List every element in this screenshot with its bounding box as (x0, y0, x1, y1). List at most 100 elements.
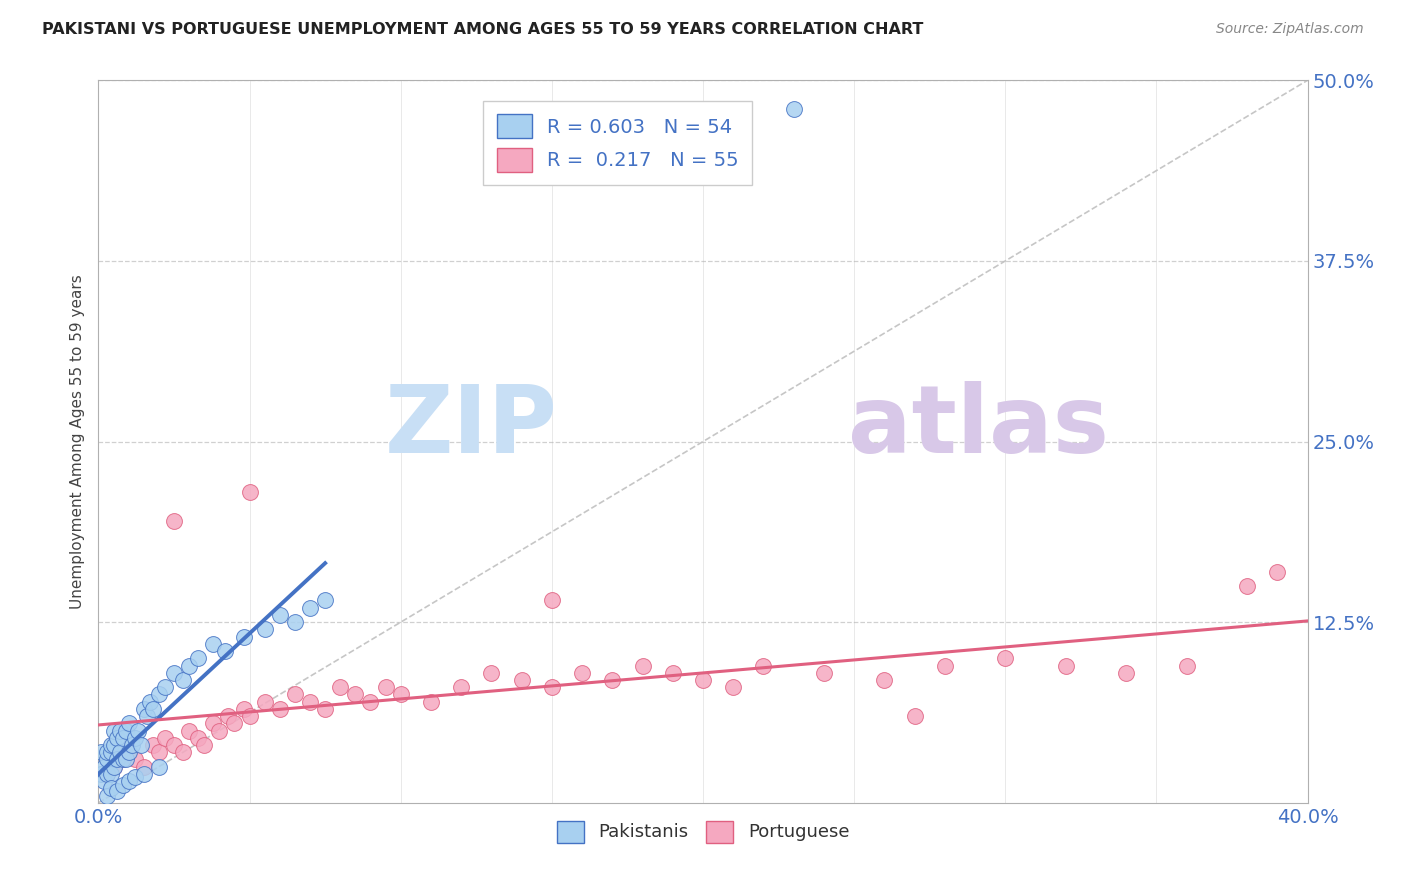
Point (153, 680, 176, 694)
Point (103, 723, 125, 738)
Point (100, 781, 122, 796)
Point (114, 752, 136, 766)
Point (1267, 565, 1289, 579)
Point (148, 760, 170, 774)
Point (602, 673, 624, 687)
Point (420, 695, 443, 709)
Point (723, 680, 745, 694)
Point (540, 593, 562, 607)
Point (752, 658, 775, 673)
Point (783, 102, 806, 116)
Point (540, 680, 562, 694)
Text: atlas: atlas (848, 381, 1109, 473)
Point (217, 709, 239, 723)
Text: Source: ZipAtlas.com: Source: ZipAtlas.com (1216, 22, 1364, 37)
Point (105, 784, 128, 798)
Point (253, 623, 276, 637)
Point (163, 738, 186, 752)
Point (103, 738, 125, 752)
Point (269, 702, 291, 716)
Point (142, 738, 165, 752)
Point (172, 745, 194, 759)
Text: ZIP: ZIP (385, 381, 558, 473)
Point (124, 731, 146, 745)
Point (132, 767, 155, 781)
Point (202, 716, 225, 731)
Point (111, 779, 134, 793)
Point (994, 651, 1017, 665)
Point (100, 738, 122, 752)
Point (481, 665, 503, 680)
Point (121, 738, 143, 752)
Point (118, 745, 141, 759)
Point (873, 673, 896, 687)
Point (344, 687, 367, 701)
Point (813, 665, 835, 680)
Point (450, 680, 472, 694)
Point (284, 615, 307, 630)
Point (374, 680, 396, 694)
Point (360, 695, 382, 709)
Point (139, 695, 162, 709)
Point (1054, 658, 1077, 673)
Point (90, 767, 112, 781)
Point (299, 600, 322, 615)
Point (96, 752, 118, 766)
Point (118, 745, 141, 759)
Point (96, 767, 118, 781)
Point (239, 709, 262, 723)
Point (148, 687, 170, 701)
Point (571, 665, 593, 680)
Point (111, 752, 134, 766)
Point (96, 789, 118, 803)
Point (187, 731, 209, 745)
Point (114, 723, 136, 738)
Point (124, 770, 146, 784)
Point (90, 745, 112, 759)
Point (103, 760, 125, 774)
Point (124, 752, 146, 766)
Point (179, 658, 201, 673)
Point (934, 658, 956, 673)
Point (96, 745, 118, 759)
Point (163, 514, 186, 528)
Point (111, 731, 134, 745)
Point (389, 687, 412, 701)
Point (202, 637, 225, 651)
Point (214, 644, 236, 658)
Point (314, 593, 336, 607)
Point (129, 738, 152, 752)
Point (269, 607, 291, 622)
Y-axis label: Unemployment Among Ages 55 to 59 years: Unemployment Among Ages 55 to 59 years (69, 274, 84, 609)
Text: PAKISTANI VS PORTUGUESE UNEMPLOYMENT AMONG AGES 55 TO 59 YEARS CORRELATION CHART: PAKISTANI VS PORTUGUESE UNEMPLOYMENT AMO… (42, 22, 924, 37)
Point (148, 745, 170, 759)
Point (253, 695, 276, 709)
Point (329, 680, 352, 694)
Point (93, 760, 115, 774)
Point (239, 485, 262, 500)
Point (100, 745, 122, 759)
Point (179, 723, 201, 738)
Point (510, 673, 533, 687)
Point (1115, 665, 1137, 680)
Point (163, 665, 186, 680)
Point (142, 702, 165, 716)
Point (172, 673, 194, 687)
Point (153, 731, 176, 745)
Point (93, 774, 115, 789)
Point (111, 752, 134, 766)
Point (314, 702, 336, 716)
Point (692, 673, 714, 687)
Point (232, 630, 254, 644)
Point (108, 723, 131, 738)
Point (105, 752, 128, 766)
Point (904, 709, 927, 723)
Point (661, 665, 683, 680)
Point (193, 738, 215, 752)
Point (103, 760, 125, 774)
Point (135, 709, 157, 723)
Point (232, 702, 254, 716)
Point (187, 651, 209, 665)
Point (132, 760, 155, 774)
Point (208, 723, 231, 738)
